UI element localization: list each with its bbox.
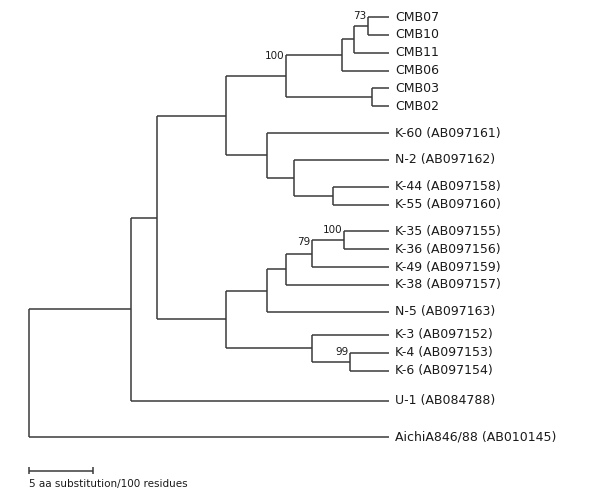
Text: CMB02: CMB02 [395,100,439,113]
Text: K-55 (AB097160): K-55 (AB097160) [395,198,501,211]
Text: 79: 79 [297,237,310,247]
Text: 73: 73 [353,11,367,21]
Text: U-1 (AB084788): U-1 (AB084788) [395,395,496,408]
Text: AichiA846/88 (AB010145): AichiA846/88 (AB010145) [395,430,557,443]
Text: K-3 (AB097152): K-3 (AB097152) [395,329,493,341]
Text: N-5 (AB097163): N-5 (AB097163) [395,305,496,318]
Text: 5 aa substitution/100 residues: 5 aa substitution/100 residues [29,479,187,489]
Text: 100: 100 [323,225,343,236]
Text: K-35 (AB097155): K-35 (AB097155) [395,225,501,238]
Text: K-36 (AB097156): K-36 (AB097156) [395,243,501,256]
Text: K-6 (AB097154): K-6 (AB097154) [395,364,493,377]
Text: CMB03: CMB03 [395,82,439,95]
Text: K-38 (AB097157): K-38 (AB097157) [395,279,501,291]
Text: 100: 100 [265,51,284,61]
Text: CMB06: CMB06 [395,64,439,77]
Text: K-4 (AB097153): K-4 (AB097153) [395,346,493,359]
Text: K-49 (AB097159): K-49 (AB097159) [395,260,501,274]
Text: K-44 (AB097158): K-44 (AB097158) [395,180,501,193]
Text: 99: 99 [335,347,349,357]
Text: CMB07: CMB07 [395,10,439,24]
Text: K-60 (AB097161): K-60 (AB097161) [395,126,501,140]
Text: N-2 (AB097162): N-2 (AB097162) [395,154,495,166]
Text: CMB11: CMB11 [395,46,439,59]
Text: CMB10: CMB10 [395,29,439,41]
